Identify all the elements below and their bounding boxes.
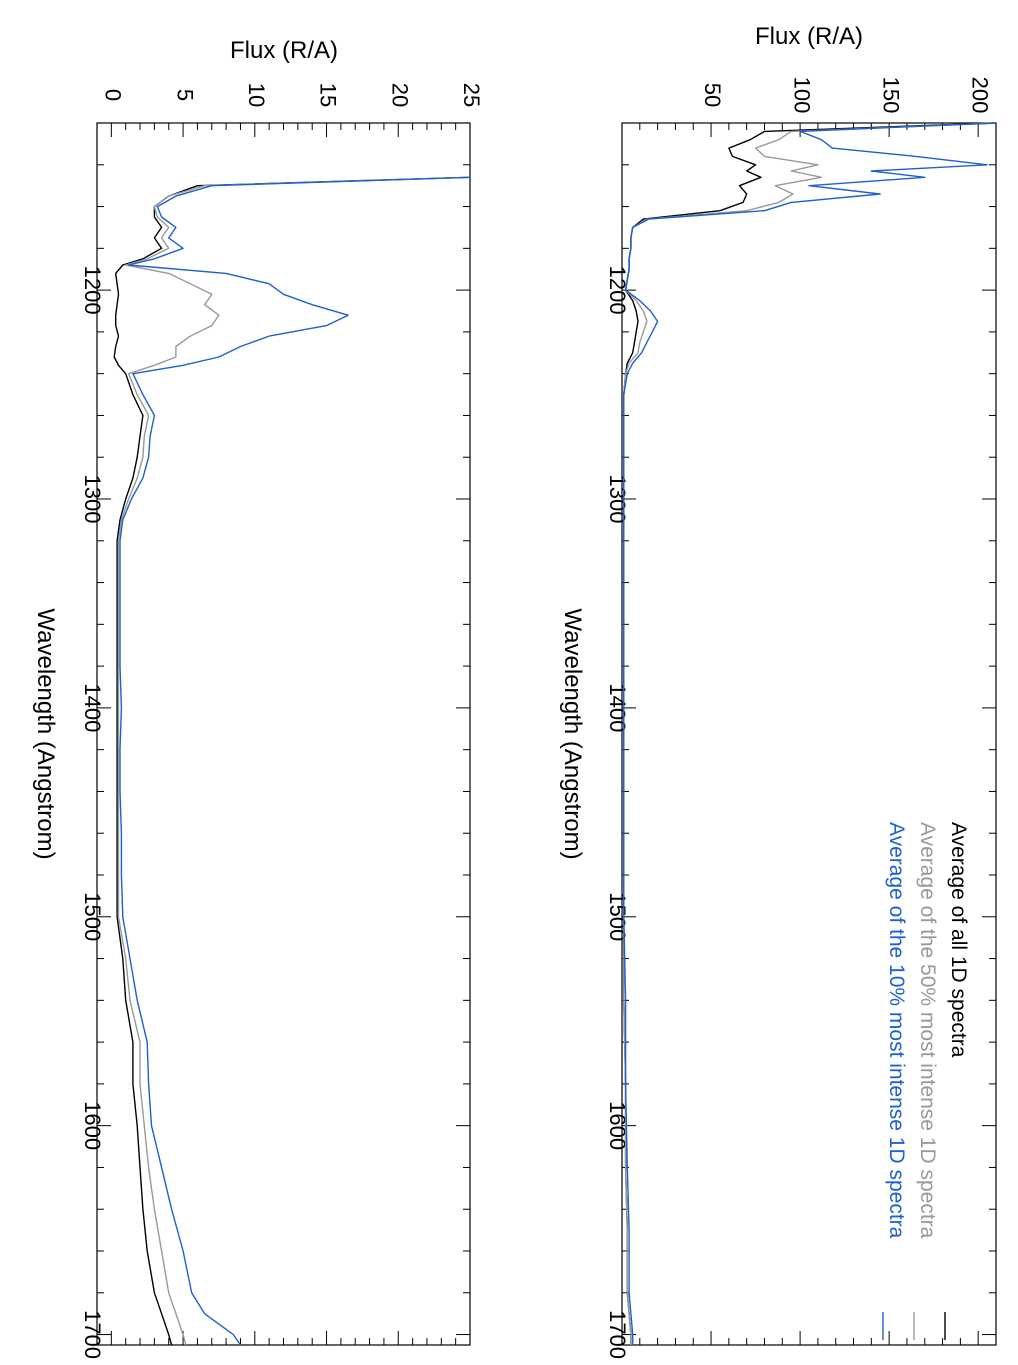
bottom-flux-tick-label: 25: [459, 83, 484, 107]
bottom-series-line-0: [113, 176, 471, 1346]
top-flux-tick-label: 200: [967, 77, 992, 114]
bottom-flux-tick-label: 5: [172, 89, 197, 101]
top-series-line-2: [623, 122, 997, 1345]
bottom-series-line-1: [117, 176, 471, 1346]
bottom-panel: 1200 1300 1400 1500 1600 1700 0 5 10 15 20 25 Wavel…: [32, 37, 484, 1359]
top-wavelength-tick-label: 1400: [605, 683, 630, 732]
bottom-panel-ticks: [96, 122, 471, 1345]
bottom-panel-y-axis-label: Flux (R/A): [230, 37, 338, 64]
top-panel-x-axis-label: Wavelength (Angstrom): [559, 608, 586, 859]
top-flux-tick-label: 100: [789, 77, 814, 114]
bottom-panel-x-axis-label: Wavelength (Angstrom): [32, 608, 59, 859]
bottom-flux-tick-label: 20: [387, 83, 412, 107]
legend-entry-50pct: Average of the 50% most intense 1D spect…: [916, 822, 939, 1239]
top-panel-frame: [621, 122, 997, 1346]
bottom-wavelength-tick-label: 1500: [80, 892, 105, 941]
bottom-wavelength-tick-label: 1400: [80, 683, 105, 732]
top-flux-tick-label: 50: [700, 83, 725, 107]
bottom-panel-frame: [96, 122, 471, 1346]
bottom-panel-series: [113, 176, 471, 1346]
top-wavelength-tick-label: 1700: [605, 1310, 630, 1359]
bottom-panel-tick-labels: 1200 1300 1400 1500 1600 1700 0 5 10 15 20 25: [80, 83, 484, 1359]
legend-entry-10pct: Average of the 10% most intense 1D spect…: [885, 822, 908, 1239]
bottom-wavelength-tick-label: 1200: [80, 266, 105, 315]
bottom-flux-tick-label: 0: [101, 89, 126, 101]
top-series-line-1: [623, 122, 997, 1345]
top-flux-tick-label: 150: [878, 77, 903, 114]
bottom-series-line-2: [119, 176, 471, 1346]
top-panel-y-axis-label: Flux (R/A): [755, 23, 863, 50]
bottom-flux-tick-label: 15: [316, 83, 341, 107]
top-panel-ticks: [621, 122, 997, 1345]
bottom-flux-tick-label: 10: [244, 83, 269, 107]
top-wavelength-tick-label: 1500: [605, 892, 630, 941]
bottom-wavelength-tick-label: 1300: [80, 475, 105, 524]
legend-entry-all: Average of all 1D spectra: [947, 822, 970, 1058]
bottom-wavelength-tick-label: 1600: [80, 1101, 105, 1150]
bottom-wavelength-tick-label: 1700: [80, 1310, 105, 1359]
top-panel-series: [623, 122, 997, 1345]
top-series-line-0: [623, 122, 997, 1345]
top-panel-legend: Average of all 1D spectra Average of the…: [882, 822, 970, 1340]
top-wavelength-tick-label: 1300: [605, 475, 630, 524]
